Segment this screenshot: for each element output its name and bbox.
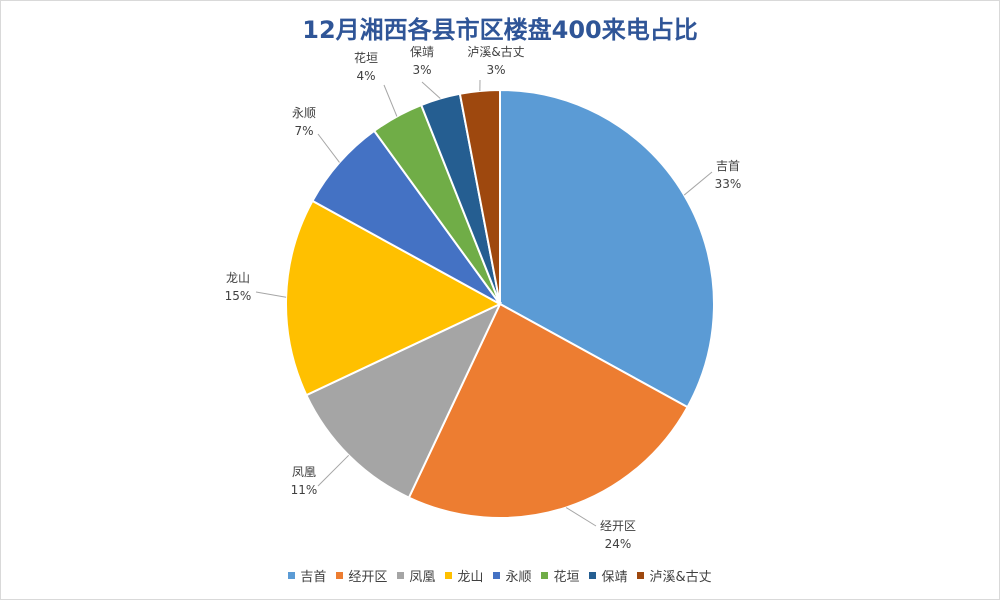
- legend-item-0: 吉首: [288, 566, 326, 585]
- legend-item-7: 泸溪&古丈: [637, 566, 712, 585]
- data-label-value-3: 15%: [225, 289, 252, 303]
- leader-line-6: [421, 81, 441, 99]
- data-label-value-4: 7%: [294, 124, 313, 138]
- pie-slice-0: [499, 88, 715, 409]
- legend-swatch-5: [541, 572, 549, 579]
- legend-label-6: 保靖: [601, 570, 628, 585]
- legend-item-1: 经开区: [336, 566, 387, 585]
- data-label-name-2: 凤凰: [292, 465, 316, 479]
- data-label-name-4: 永顺: [292, 106, 316, 120]
- legend-label-2: 凤凰: [409, 570, 436, 585]
- legend-item-4: 永顺: [493, 566, 531, 585]
- data-label-value-2: 11%: [291, 483, 318, 497]
- leader-line-0: [683, 171, 713, 196]
- leader-line-4: [317, 133, 340, 163]
- legend-label-0: 吉首: [300, 570, 327, 585]
- legend-item-3: 龙山: [445, 566, 483, 585]
- data-label-name-3: 龙山: [226, 271, 250, 285]
- legend-swatch-7: [637, 572, 645, 579]
- data-label-name-0: 吉首: [716, 159, 740, 173]
- data-label-value-1: 24%: [605, 537, 632, 551]
- legend-swatch-3: [445, 572, 453, 579]
- legend-swatch-6: [589, 572, 597, 579]
- data-label-value-7: 3%: [486, 63, 505, 77]
- pie-slice-3: [285, 199, 503, 397]
- leader-line-2: [317, 454, 350, 487]
- data-label-value-6: 3%: [412, 63, 431, 77]
- legend-label-1: 经开区: [348, 570, 388, 585]
- chart-title: 12月湘西各县市区楼盘400来电占比: [302, 16, 698, 44]
- legend-swatch-4: [493, 572, 501, 579]
- legend-item-5: 花垣: [541, 566, 579, 585]
- legend-swatch-2: [397, 572, 405, 579]
- legend-label-3: 龙山: [457, 570, 484, 585]
- pie-slice-2: [305, 301, 503, 499]
- leader-line-1: [565, 507, 597, 527]
- chart-legend: 吉首 经开区 凤凰 龙山 永顺 花垣 保靖 泸溪&古丈: [0, 566, 1000, 585]
- data-label-name-6: 保靖: [410, 45, 434, 59]
- leader-line-5: [383, 84, 398, 117]
- legend-item-6: 保靖: [589, 566, 627, 585]
- legend-swatch-0: [288, 572, 296, 579]
- data-label-name-1: 经开区: [600, 519, 636, 533]
- legend-item-2: 凤凰: [397, 566, 435, 585]
- leader-line-3: [255, 291, 287, 298]
- legend-swatch-1: [336, 572, 344, 579]
- pie-slice-1: [407, 302, 689, 519]
- data-label-name-5: 花垣: [354, 50, 378, 65]
- legend-label-5: 花垣: [553, 570, 580, 585]
- legend-label-7: 泸溪&古丈: [649, 570, 712, 585]
- data-label-value-5: 4%: [356, 69, 375, 83]
- legend-label-4: 永顺: [505, 570, 532, 585]
- data-label-name-7: 泸溪&古丈: [467, 44, 524, 59]
- data-label-value-0: 33%: [715, 177, 742, 191]
